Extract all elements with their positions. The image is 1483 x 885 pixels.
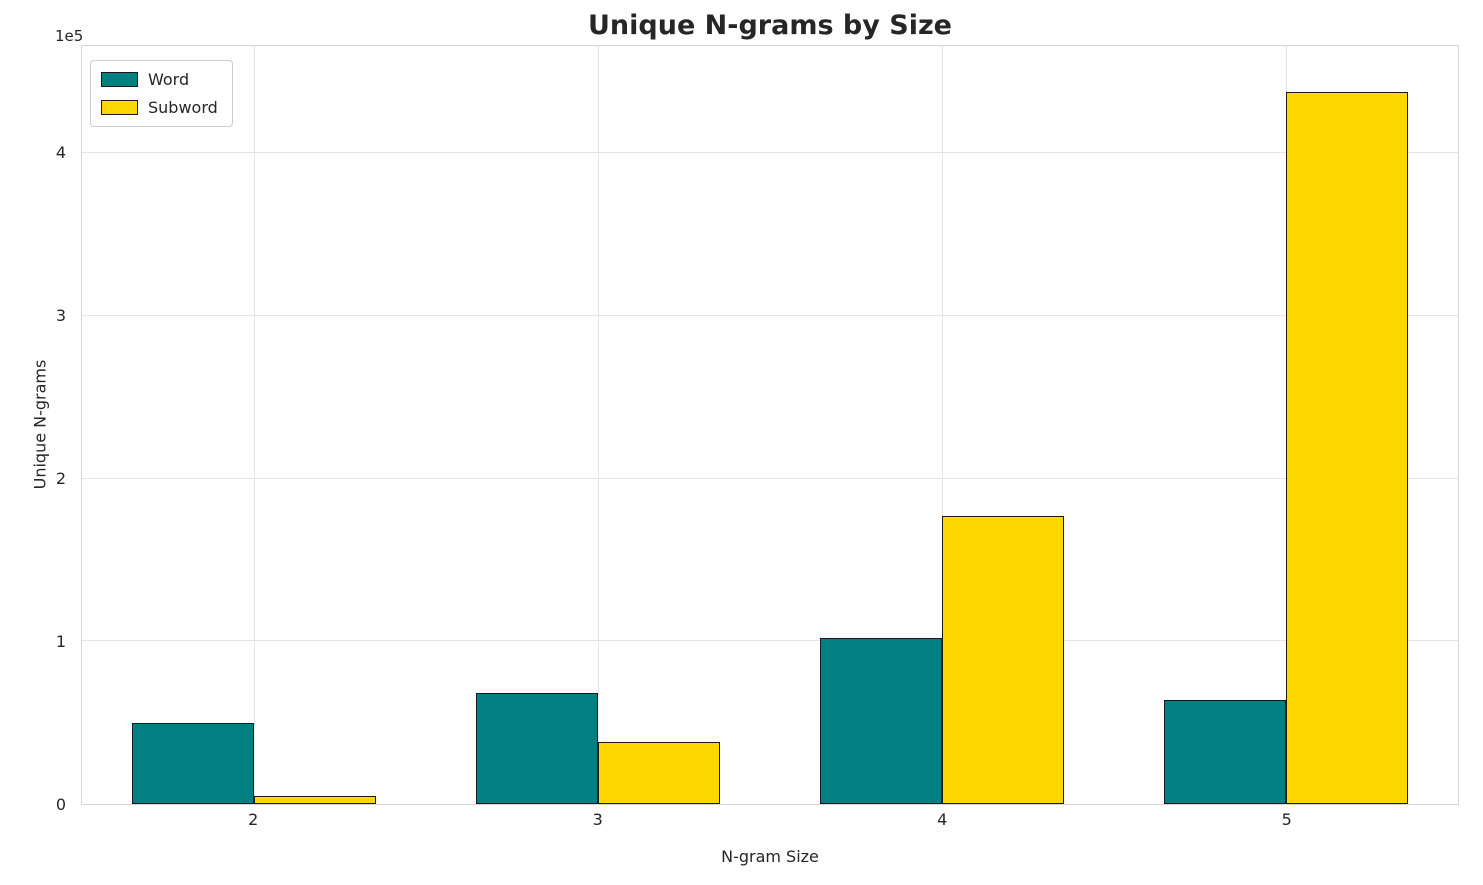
y-tick-label: 2 [55,468,66,488]
legend-label-subword: Subword [148,98,218,117]
legend-item-word: Word [101,70,218,89]
x-tick-label: 5 [1281,810,1292,829]
y-axis-offset-text: 1e5 [55,27,84,45]
legend-label-word: Word [148,70,190,89]
y-tick-label: 3 [55,305,66,325]
legend-item-subword: Subword [101,98,218,117]
legend: Word Subword [90,60,233,127]
x-gridline [598,46,599,804]
y-gridline [82,152,1458,154]
bar-subword-n2 [254,795,377,804]
x-gridline [254,46,255,804]
bar-word-n2 [131,722,254,804]
bar-word-n5 [1163,699,1286,804]
x-axis: 2 3 4 5 [81,810,1459,838]
x-tick-label: 4 [937,810,948,829]
bar-subword-n4 [942,516,1065,804]
bar-word-n4 [819,638,942,804]
x-axis-label: N-gram Size [721,847,819,866]
legend-swatch-word [101,72,138,87]
legend-swatch-subword [101,100,138,115]
y-gridline [82,477,1458,479]
y-tick-label: 1 [55,631,66,651]
chart-title: Unique N-grams by Size [588,10,952,41]
bar-subword-n3 [598,742,721,804]
bar-subword-n5 [1286,91,1409,804]
y-tick-label: 4 [55,142,66,162]
bar-word-n3 [475,693,598,804]
y-axis: 0 1 2 3 4 [0,45,76,814]
x-tick-label: 3 [592,810,603,829]
plot-area: Word Subword [81,45,1459,805]
y-gridline [82,640,1458,642]
y-tick-label: 0 [55,795,66,814]
x-gridline [942,46,943,804]
x-tick-label: 2 [248,810,259,829]
y-gridline [82,315,1458,317]
